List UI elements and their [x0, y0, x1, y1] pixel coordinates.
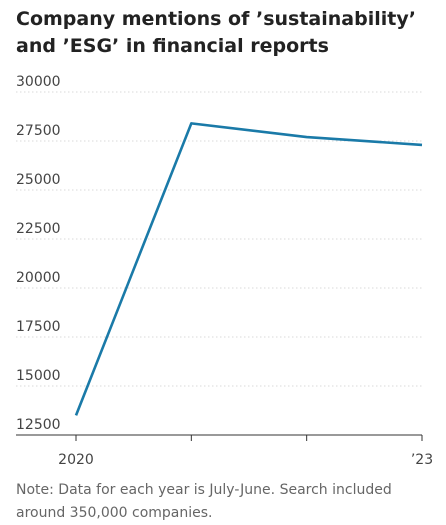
y-tick-label-20000: 20000 [16, 270, 61, 286]
y-tick-label-27500: 27500 [16, 123, 61, 139]
y-tick-label-17500: 17500 [16, 319, 61, 335]
series-line-0 [74, 122, 423, 416]
y-tick-label-15000: 15000 [16, 368, 61, 384]
y-tick-label-25000: 25000 [16, 172, 61, 188]
y-tick-label-12500: 12500 [16, 417, 61, 433]
line-chart: 12500 15000 17500 20000 22500 25000 27500 30000… [16, 74, 433, 468]
y-tick-label-30000: 30000 [16, 74, 61, 90]
y-tick-label-22500: 22500 [16, 221, 61, 237]
chart-note: Note: Data for each year is July-June. S… [16, 482, 392, 521]
x-tick-label-2023: ’23 [411, 452, 433, 468]
chart-title: Company mentions of ’sustainability’ and… [16, 8, 416, 57]
x-tick-label-2020: 2020 [58, 452, 94, 468]
